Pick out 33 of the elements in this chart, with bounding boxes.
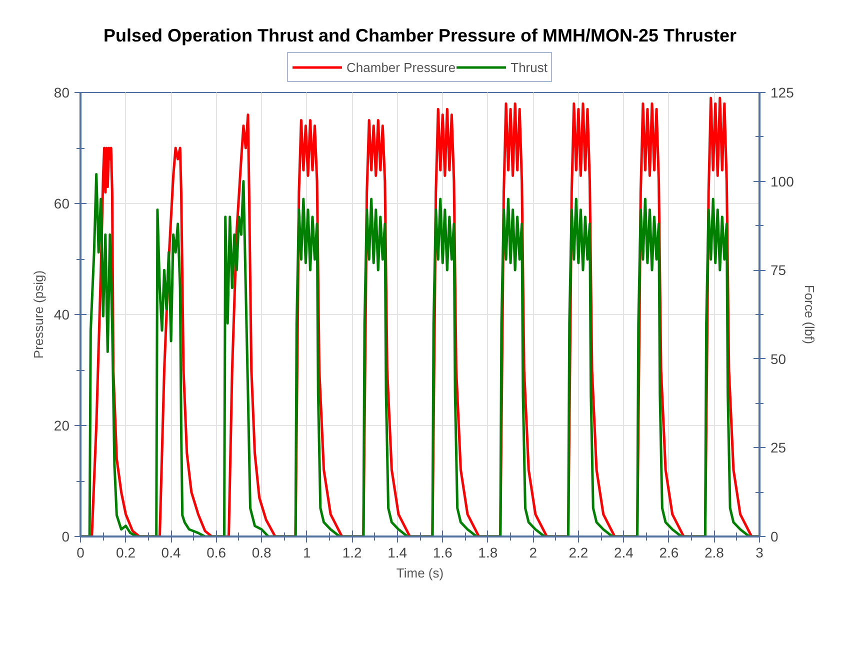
y2-tick-label: 25 — [770, 440, 786, 456]
y2-tick-label: 125 — [770, 84, 794, 100]
x-tick-label: 1.6 — [432, 544, 453, 560]
x-tick-label: 0.6 — [206, 544, 226, 560]
y2-tick-label: 75 — [770, 262, 786, 278]
y-tick-label: 40 — [54, 306, 70, 322]
y2-axis-title: Force (lbf) — [802, 284, 817, 344]
y2-tick-label: 100 — [770, 173, 794, 190]
y-tick-label: 0 — [62, 528, 70, 544]
x-tick-label: 1.8 — [478, 544, 498, 560]
x-tick-label: 1 — [302, 544, 311, 560]
x-tick-label: 0.4 — [161, 544, 181, 560]
y2-tick-label: 0 — [770, 528, 778, 544]
legend-label: Chamber Pressure — [346, 60, 456, 74]
x-tick-label: 2 — [529, 544, 538, 560]
x-tick-label: 3 — [756, 544, 764, 560]
x-axis-title: Time (s) — [396, 566, 444, 580]
y-axis-title: Pressure (psig) — [30, 270, 46, 359]
x-tick-label: 0 — [76, 544, 85, 560]
x-tick-label: 2.8 — [704, 544, 724, 560]
y-tick-label: 20 — [54, 418, 70, 434]
x-tick-label: 1.2 — [342, 544, 362, 560]
y-tick-label: 80 — [54, 84, 70, 100]
chart-title: Pulsed Operation Thrust and Chamber Pressure of MMH/MON-25 Thruster — [103, 26, 737, 46]
y2-tick-label: 50 — [770, 350, 786, 367]
x-tick-label: 0.8 — [252, 544, 272, 560]
x-tick-label: 2.4 — [614, 544, 634, 560]
x-tick-label: 2.2 — [568, 544, 588, 560]
x-tick-label: 2.6 — [659, 544, 679, 560]
x-tick-label: 1.4 — [388, 544, 408, 560]
x-tick-label: 0.2 — [116, 544, 136, 560]
y-tick-label: 60 — [54, 196, 70, 212]
legend-label: Thrust — [510, 60, 548, 74]
